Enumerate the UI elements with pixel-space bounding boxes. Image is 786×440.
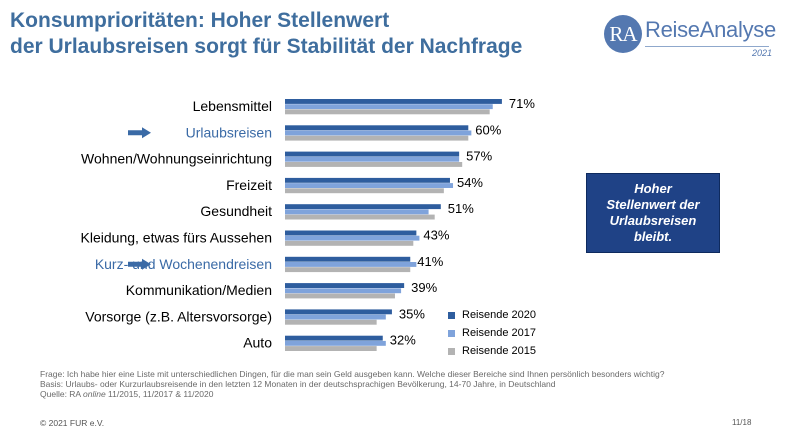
footnote-source: Quelle: RA online 11/2015, 11/2017 & 11/… bbox=[40, 389, 775, 399]
footnote-source-italic: online bbox=[83, 389, 106, 399]
bar-urlaubsreisen-reisende-2020 bbox=[285, 125, 469, 131]
legend-item-2017: Reisende 2017 bbox=[448, 324, 536, 342]
bar-kleidung-etwas-f-rs-aussehen-reisende-2017 bbox=[285, 235, 420, 241]
category-label-kommunikation-medien: Kommunikation/Medien bbox=[126, 282, 272, 298]
value-label-vorsorge-z-b-altersvorsorge: 35% bbox=[399, 306, 425, 321]
bar-auto-reisende-2015 bbox=[285, 346, 377, 351]
title-line-1: Konsumprioritäten: Hoher Stellenwert bbox=[10, 9, 390, 32]
bar-vorsorge-z-b-altersvorsorge-reisende-2020 bbox=[285, 309, 392, 315]
legend-swatch-2020 bbox=[448, 311, 455, 319]
bar-urlaubsreisen-reisende-2017 bbox=[285, 130, 472, 136]
bar-wohnen-wohnungseinrichtung-reisende-2020 bbox=[285, 151, 460, 157]
title-line-2: der Urlaubsreisen sorgt für Stabilität d… bbox=[10, 35, 523, 58]
value-label-gesundheit: 51% bbox=[448, 201, 474, 216]
note-line-1: Hoher bbox=[634, 181, 672, 196]
bar-kurz-und-wochenendreisen-reisende-2020 bbox=[285, 256, 411, 262]
value-label-urlaubsreisen: 60% bbox=[475, 122, 501, 137]
category-label-wohnen-wohnungseinrichtung: Wohnen/Wohnungseinrichtung bbox=[81, 151, 272, 167]
legend-label-2015: Reisende 2015 bbox=[462, 345, 537, 357]
category-label-kleidung-etwas-f-rs-aussehen: Kleidung, etwas fürs Aussehen bbox=[81, 230, 272, 246]
bar-vorsorge-z-b-altersvorsorge-reisende-2017 bbox=[285, 314, 386, 320]
logo-year: 2021 bbox=[752, 48, 773, 58]
bar-auto-reisende-2020 bbox=[285, 335, 383, 341]
value-label-kleidung-etwas-f-rs-aussehen: 43% bbox=[423, 228, 449, 243]
legend-label-2017: Reisende 2017 bbox=[462, 327, 537, 339]
legend-item-2020: Reisende 2020 bbox=[448, 306, 536, 324]
bar-wohnen-wohnungseinrichtung-reisende-2017 bbox=[285, 156, 460, 162]
value-label-auto: 32% bbox=[390, 333, 416, 348]
category-label-gesundheit: Gesundheit bbox=[200, 203, 272, 219]
bar-lebensmittel-reisende-2015 bbox=[285, 109, 490, 115]
bar-auto-reisende-2017 bbox=[285, 340, 386, 346]
arrow-icon bbox=[128, 127, 151, 139]
bar-lebensmittel-reisende-2020 bbox=[285, 99, 502, 104]
category-label-auto: Auto bbox=[243, 335, 272, 351]
category-label-kurz-und-wochenendreisen: Kurz- und Wochenendreisen bbox=[95, 256, 272, 272]
footnote-source-suffix: 11/2015, 11/2017 & 11/2020 bbox=[105, 389, 214, 399]
value-label-lebensmittel: 71% bbox=[509, 96, 535, 111]
footnote-source-prefix: Quelle: RA bbox=[40, 389, 83, 399]
bar-kurz-und-wochenendreisen-reisende-2017 bbox=[285, 262, 417, 267]
bar-freizeit-reisende-2015 bbox=[285, 188, 444, 194]
reiseanalyse-logo: RA ReiseAnalyse 2021 bbox=[604, 14, 780, 58]
bar-lebensmittel-reisende-2017 bbox=[285, 104, 493, 110]
bar-freizeit-reisende-2020 bbox=[285, 177, 450, 183]
copyright: © 2021 FUR e.V. bbox=[40, 418, 105, 428]
bar-vorsorge-z-b-altersvorsorge-reisende-2015 bbox=[285, 319, 377, 325]
bar-kleidung-etwas-f-rs-aussehen-reisende-2015 bbox=[285, 240, 414, 246]
footnote: Frage: Ich habe hier eine Liste mit unte… bbox=[40, 369, 775, 399]
bar-kleidung-etwas-f-rs-aussehen-reisende-2020 bbox=[285, 230, 417, 236]
category-label-freizeit: Freizeit bbox=[226, 177, 272, 193]
legend-swatch-2017 bbox=[448, 329, 455, 337]
logo-underline bbox=[645, 46, 769, 47]
legend-label-2020: Reisende 2020 bbox=[462, 309, 537, 321]
bar-wohnen-wohnungseinrichtung-reisende-2015 bbox=[285, 162, 463, 167]
note-line-3: Urlaubsreisen bbox=[609, 213, 697, 228]
bar-kommunikation-medien-reisende-2017 bbox=[285, 288, 402, 294]
value-label-kommunikation-medien: 39% bbox=[411, 280, 437, 295]
note-line-4: bleibt. bbox=[633, 229, 673, 244]
bar-gesundheit-reisende-2020 bbox=[285, 204, 441, 210]
arrow-icon bbox=[128, 258, 151, 270]
chart-legend: Reisende 2020 Reisende 2017 Reisende 201… bbox=[448, 306, 536, 360]
logo-mark: RA bbox=[604, 15, 642, 53]
page-title: Konsumprioritäten: Hoher Stellenwert der… bbox=[10, 8, 570, 60]
bar-freizeit-reisende-2017 bbox=[285, 183, 454, 188]
page-number: 11/18 bbox=[732, 418, 752, 427]
bar-urlaubsreisen-reisende-2015 bbox=[285, 135, 469, 141]
bar-kommunikation-medien-reisende-2015 bbox=[285, 293, 395, 299]
footnote-basis: Basis: Urlaubs- oder Kurzurlaubsreisende… bbox=[40, 379, 556, 389]
value-label-kurz-und-wochenendreisen: 41% bbox=[417, 254, 443, 269]
value-label-freizeit: 54% bbox=[457, 175, 483, 190]
bar-kommunikation-medien-reisende-2020 bbox=[285, 283, 405, 288]
legend-swatch-2015 bbox=[448, 347, 455, 355]
bar-gesundheit-reisende-2017 bbox=[285, 209, 429, 215]
footnote-question: Frage: Ich habe hier eine Liste mit unte… bbox=[40, 369, 665, 379]
value-label-wohnen-wohnungseinrichtung: 57% bbox=[466, 149, 492, 164]
note-box: Hoher Stellenwert der Urlaubsreisen blei… bbox=[586, 173, 720, 253]
category-label-vorsorge-z-b-altersvorsorge: Vorsorge (z.B. Altersvorsorge) bbox=[85, 308, 272, 324]
logo-name: ReiseAnalyse bbox=[645, 17, 776, 42]
legend-item-2015: Reisende 2015 bbox=[448, 342, 536, 360]
category-label-urlaubsreisen: Urlaubsreisen bbox=[186, 124, 272, 140]
note-line-2: Stellenwert der bbox=[606, 197, 700, 212]
bar-gesundheit-reisende-2015 bbox=[285, 214, 435, 220]
category-label-lebensmittel: Lebensmittel bbox=[193, 98, 272, 114]
bar-kurz-und-wochenendreisen-reisende-2015 bbox=[285, 267, 411, 273]
